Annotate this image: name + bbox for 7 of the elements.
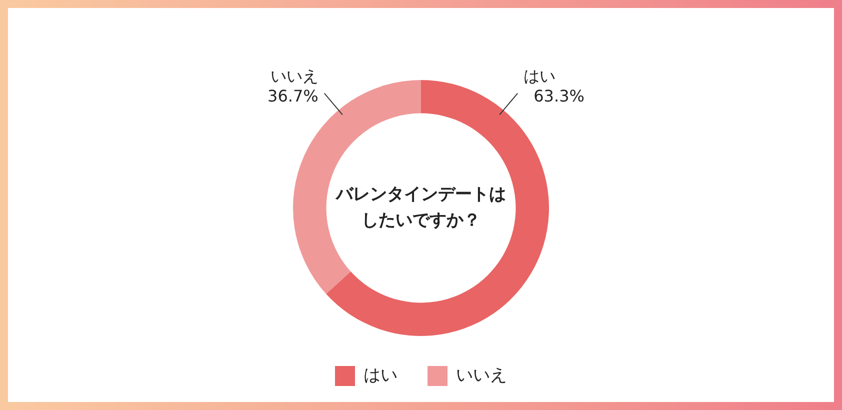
data-label: 36.7% bbox=[268, 86, 318, 106]
legend-label: はい bbox=[364, 365, 398, 386]
slice-label: いいえ bbox=[270, 66, 318, 86]
data-label: 63.3% bbox=[534, 86, 584, 106]
slice-label: はい bbox=[524, 66, 556, 86]
text: バレンタインデートはしたいですか？ bbox=[335, 184, 506, 230]
legend-label: いいえ bbox=[456, 365, 507, 386]
